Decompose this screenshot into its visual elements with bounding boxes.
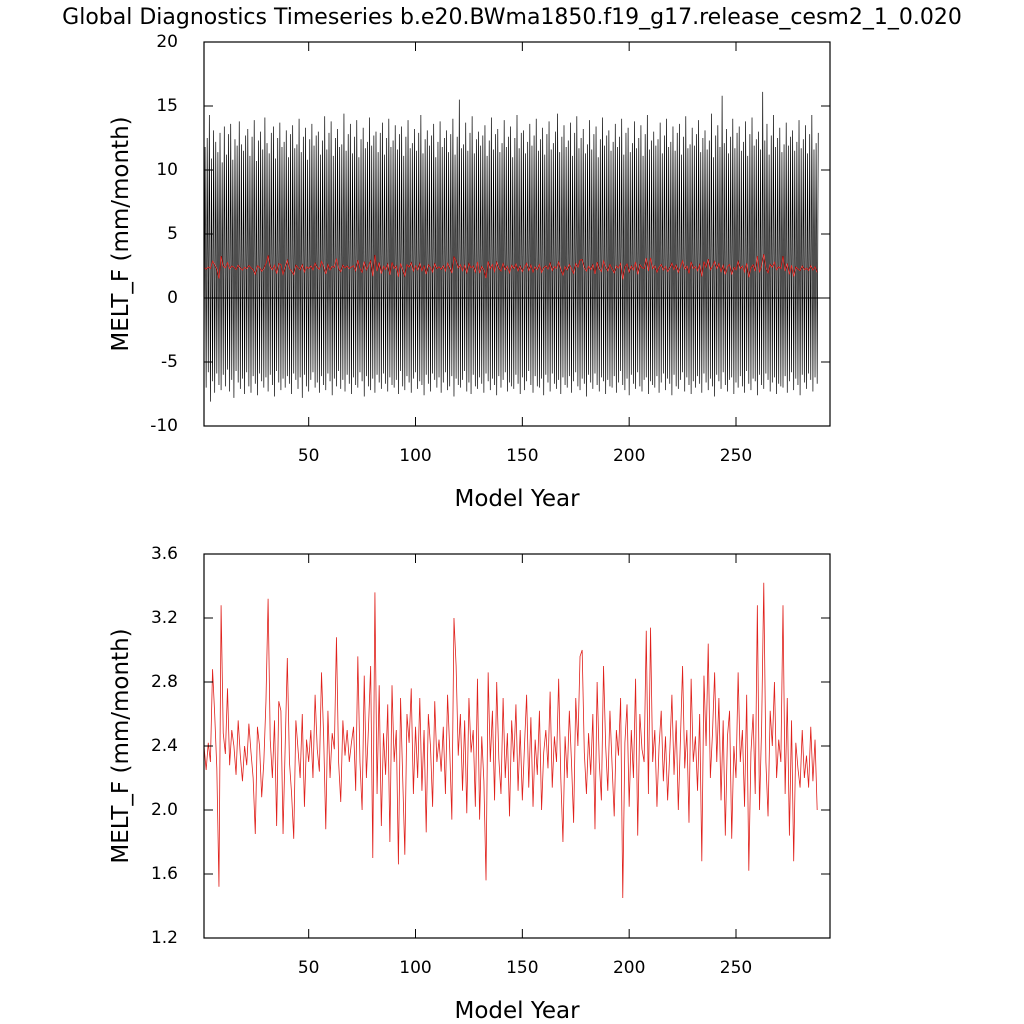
y-tick-label: 1.2 [151, 928, 178, 948]
x-tick-label: 200 [613, 958, 645, 978]
data-line [204, 254, 818, 280]
y-tick-label: 2.4 [151, 736, 178, 756]
y-tick-label: -5 [161, 352, 178, 372]
x-tick-label: 200 [613, 446, 645, 466]
y-tick-label: 1.6 [151, 864, 178, 884]
x-tick-label: 100 [399, 958, 431, 978]
y-axis-title: MELT_F (mm/month) [108, 116, 134, 351]
x-tick-label: 50 [298, 446, 320, 466]
y-tick-label: 5 [167, 224, 178, 244]
y-tick-label: 3.2 [151, 608, 178, 628]
chart-title: Global Diagnostics Timeseries b.e20.BWma… [62, 5, 962, 30]
y-tick-label: 2.8 [151, 672, 178, 692]
y-tick-label: 0 [167, 288, 178, 308]
x-axis-title: Model Year [454, 486, 580, 512]
y-tick-label: 10 [156, 160, 178, 180]
x-tick-label: 250 [720, 958, 752, 978]
y-tick-label: -10 [150, 416, 178, 436]
data-line [204, 582, 818, 899]
x-tick-label: 50 [298, 958, 320, 978]
y-tick-label: 15 [156, 96, 178, 116]
x-axis-title: Model Year [454, 998, 580, 1024]
y-axis-title: MELT_F (mm/month) [108, 628, 134, 863]
y-tick-label: 20 [156, 32, 178, 52]
x-tick-label: 150 [506, 446, 538, 466]
x-tick-label: 150 [506, 958, 538, 978]
data-line [204, 91, 819, 402]
x-tick-label: 100 [399, 446, 431, 466]
y-tick-label: 2.0 [151, 800, 178, 820]
y-tick-label: 3.6 [151, 544, 178, 564]
x-tick-label: 250 [720, 446, 752, 466]
